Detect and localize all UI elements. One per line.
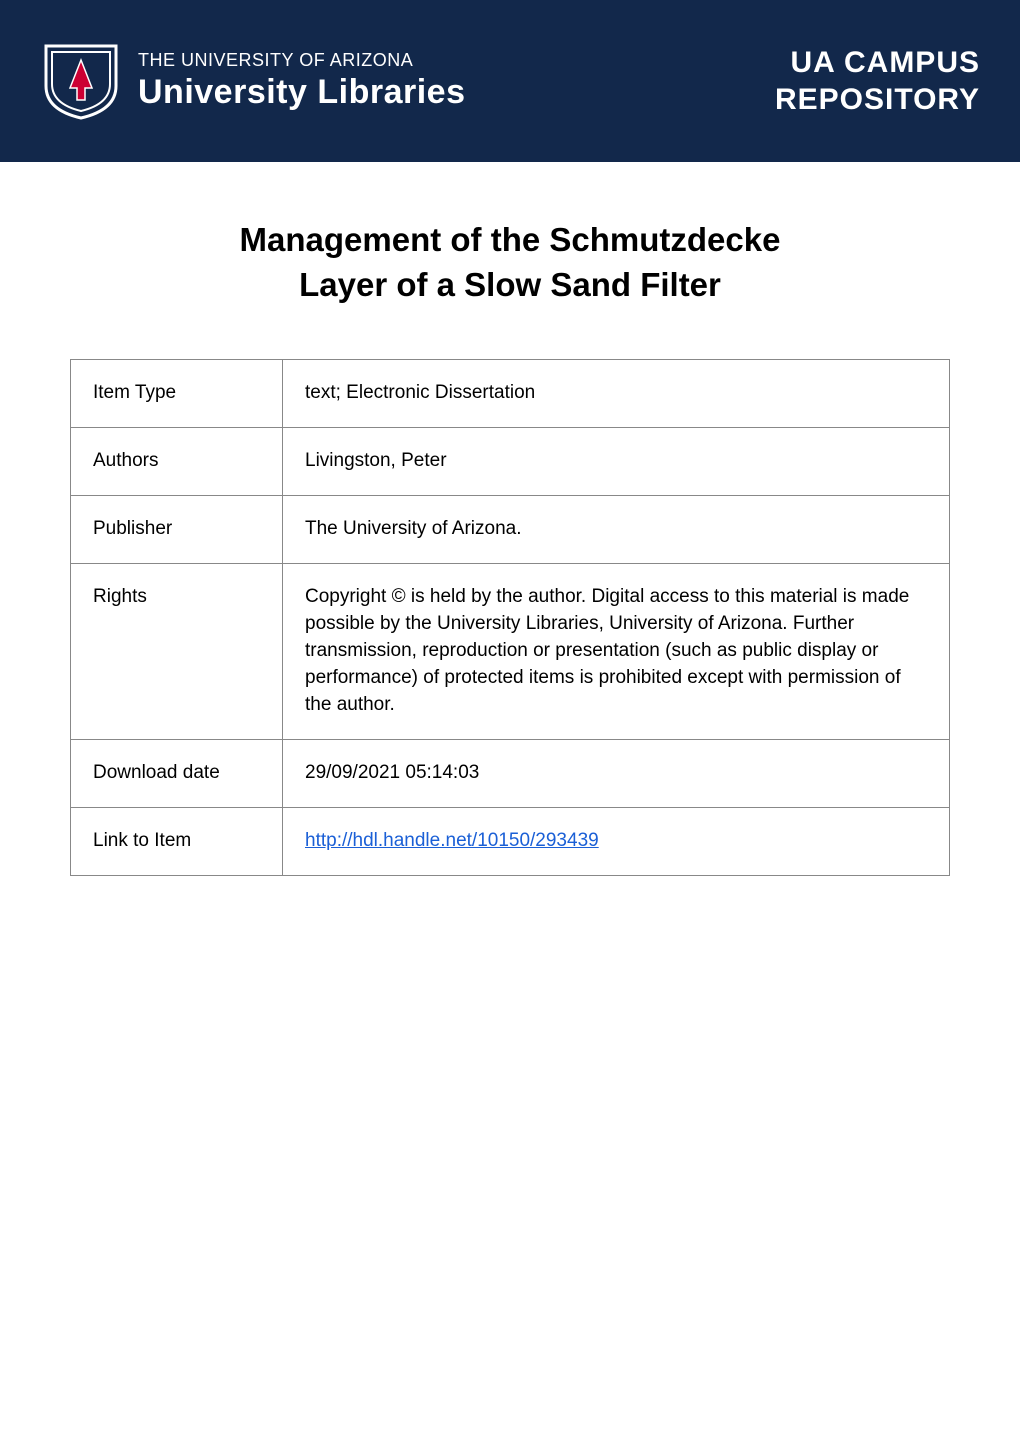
repository-name: UA CAMPUS REPOSITORY — [775, 44, 980, 119]
meta-value-download-date: 29/09/2021 05:14:03 — [283, 739, 950, 807]
meta-key-publisher: Publisher — [71, 496, 283, 564]
header-title: University Libraries — [138, 73, 465, 112]
meta-value-authors: Livingston, Peter — [283, 428, 950, 496]
metadata-table: Item Type text; Electronic Dissertation … — [70, 359, 950, 876]
meta-value-rights: Copyright © is held by the author. Digit… — [283, 564, 950, 740]
page-title: Management of the Schmutzdecke Layer of … — [0, 218, 1020, 307]
meta-value-item-type: text; Electronic Dissertation — [283, 360, 950, 428]
table-row: Authors Livingston, Peter — [71, 428, 950, 496]
meta-value-publisher: The University of Arizona. — [283, 496, 950, 564]
table-row: Rights Copyright © is held by the author… — [71, 564, 950, 740]
table-row: Publisher The University of Arizona. — [71, 496, 950, 564]
repository-name-line2: REPOSITORY — [775, 81, 980, 119]
page-title-line2: Layer of a Slow Sand Filter — [299, 266, 721, 303]
header-left: THE UNIVERSITY OF ARIZONA University Lib… — [40, 40, 465, 122]
item-link[interactable]: http://hdl.handle.net/10150/293439 — [305, 830, 599, 851]
table-row: Link to Item http://hdl.handle.net/10150… — [71, 807, 950, 875]
ua-shield-icon — [40, 40, 122, 122]
header-subtitle: THE UNIVERSITY OF ARIZONA — [138, 50, 465, 71]
meta-key-download-date: Download date — [71, 739, 283, 807]
meta-value-link-cell: http://hdl.handle.net/10150/293439 — [283, 807, 950, 875]
table-row: Item Type text; Electronic Dissertation — [71, 360, 950, 428]
meta-key-authors: Authors — [71, 428, 283, 496]
repository-name-line1: UA CAMPUS — [775, 44, 980, 82]
table-row: Download date 29/09/2021 05:14:03 — [71, 739, 950, 807]
page-title-line1: Management of the Schmutzdecke — [240, 221, 781, 258]
meta-key-item-type: Item Type — [71, 360, 283, 428]
header-text-block: THE UNIVERSITY OF ARIZONA University Lib… — [138, 50, 465, 112]
university-logo — [40, 40, 122, 122]
meta-key-rights: Rights — [71, 564, 283, 740]
meta-key-link: Link to Item — [71, 807, 283, 875]
repository-header: THE UNIVERSITY OF ARIZONA University Lib… — [0, 0, 1020, 162]
